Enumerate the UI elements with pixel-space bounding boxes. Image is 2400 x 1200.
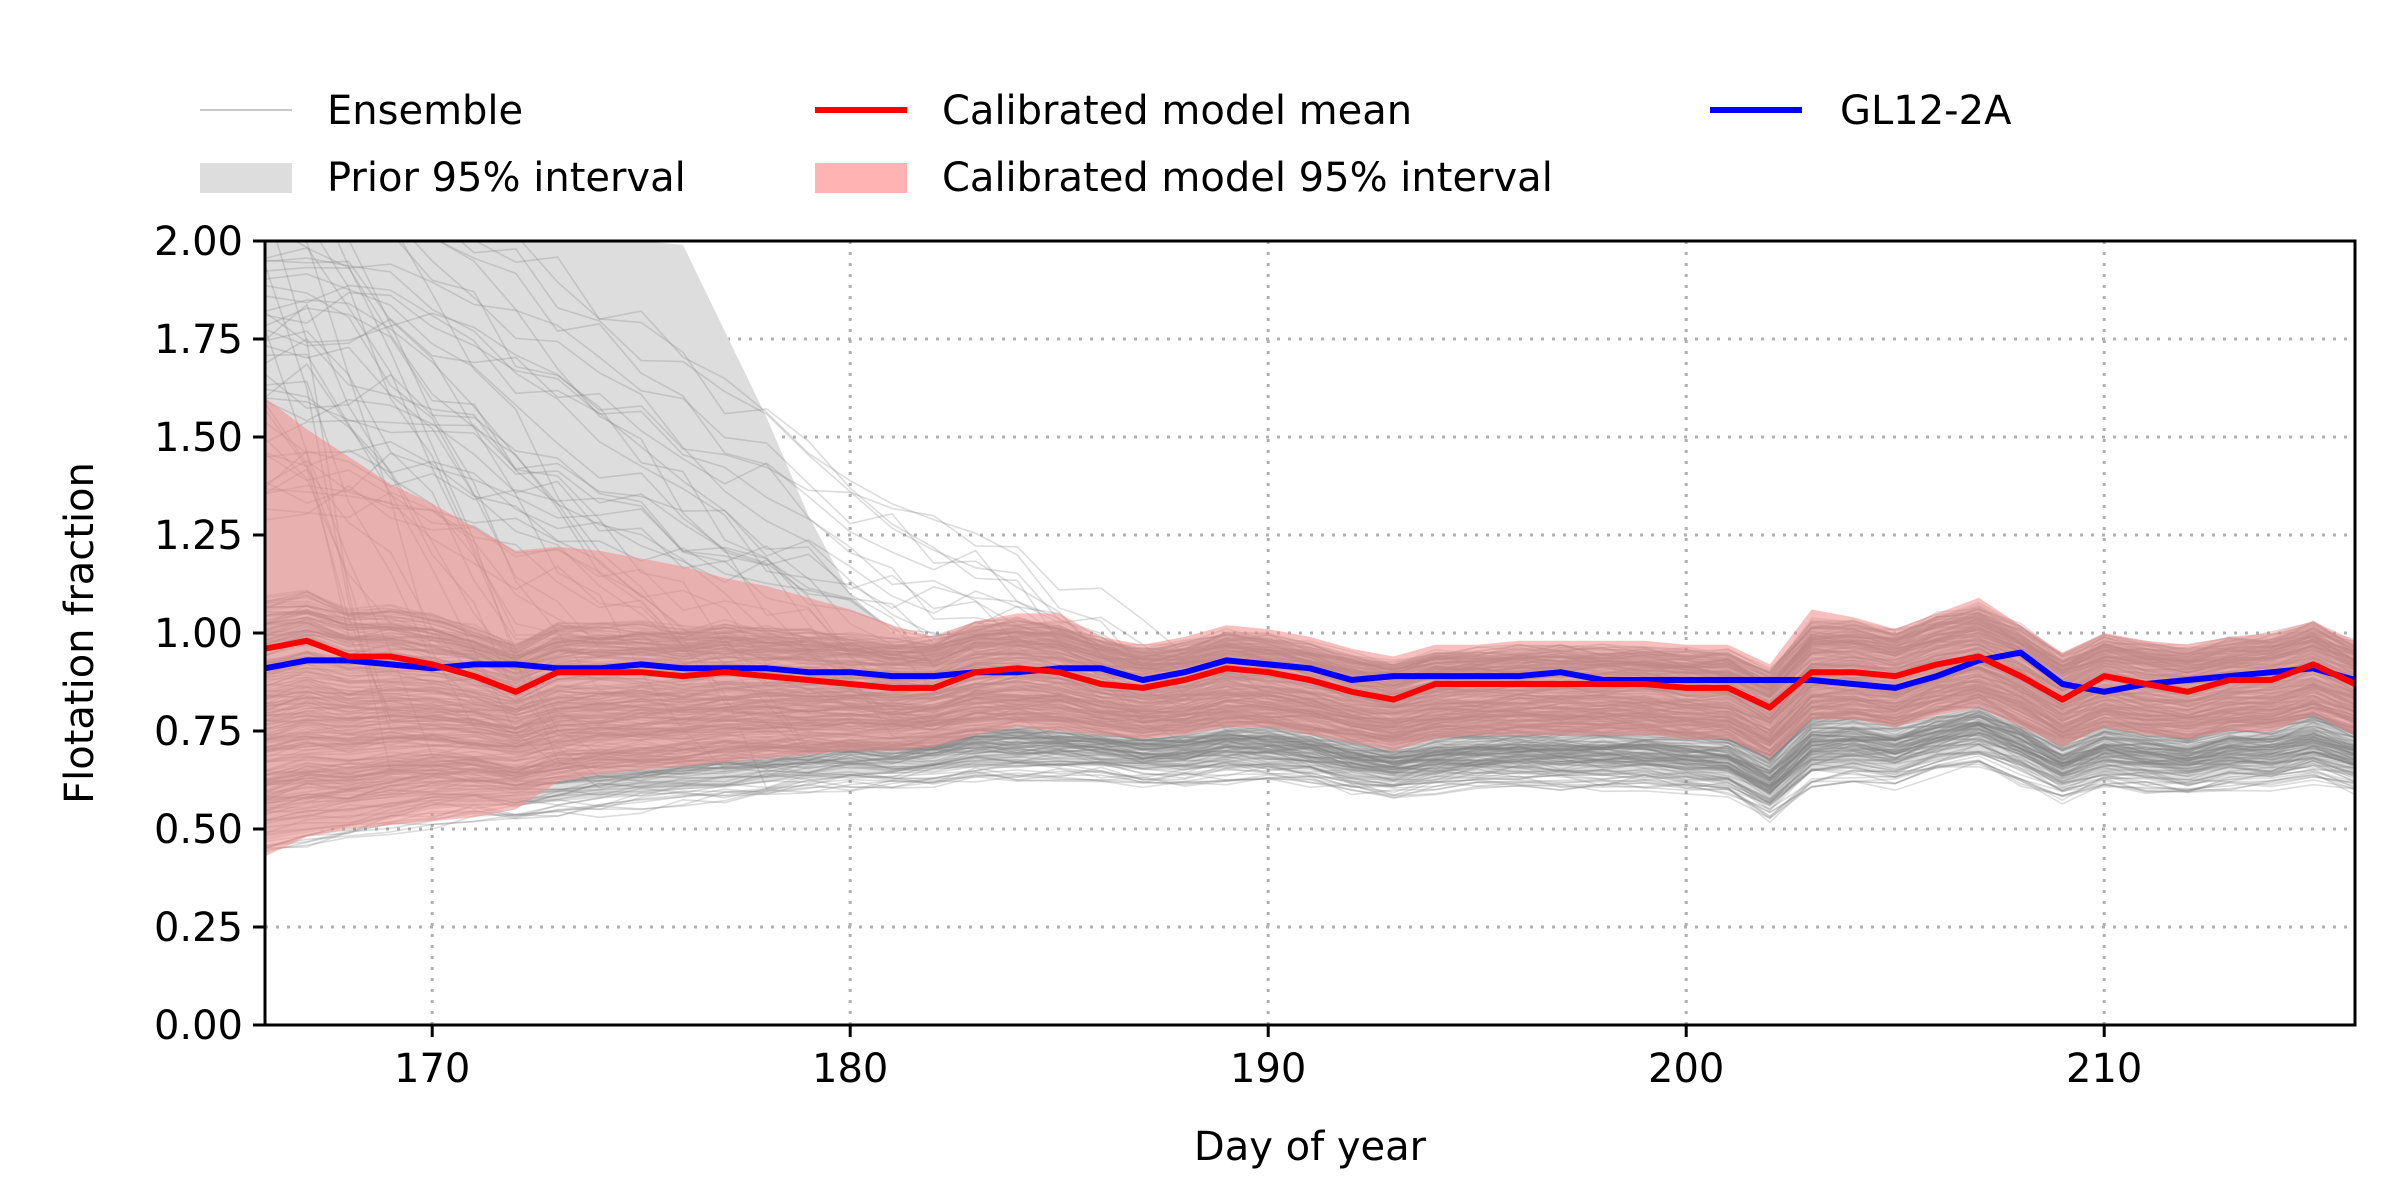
- ensemble-member-line: [265, 729, 2355, 800]
- plot-area: [265, 241, 2355, 857]
- y-tick-label: 0.25: [154, 905, 243, 951]
- ensemble-member-line: [265, 734, 2355, 807]
- ensemble-member-line: [265, 759, 2355, 849]
- y-tick-label: 0.00: [154, 1003, 243, 1049]
- ensemble-member-line: [265, 737, 2355, 813]
- calibrated-mean-layer: [265, 637, 2355, 711]
- ensemble-member-line: [265, 760, 2355, 850]
- ensemble-member-line: [265, 752, 2355, 849]
- x-tick-label: 170: [394, 1046, 470, 1092]
- y-axis-label: Flotation fraction: [57, 462, 103, 804]
- gl12-2a-line: [265, 649, 2355, 695]
- x-tick-label: 200: [1648, 1046, 1724, 1092]
- ensemble-member-line: [265, 760, 2355, 851]
- ensemble-member-line: [265, 750, 2355, 822]
- ensemble-member-line: [265, 740, 2355, 811]
- legend: Ensemble Prior 95% interval Calibrated m…: [200, 88, 2012, 201]
- ensemble-member-line: [265, 732, 2355, 804]
- y-tick-label: 2.00: [154, 219, 243, 265]
- y-tick-label: 1.25: [154, 513, 243, 559]
- ensemble-member-line: [437, 241, 2355, 792]
- ensemble-member-line: [265, 736, 2355, 822]
- y-tick-label: 0.75: [154, 709, 243, 755]
- calibrated-mean-line: [265, 637, 2355, 711]
- ensemble-member-line: [265, 742, 2355, 814]
- legend-prior-swatch: [200, 163, 292, 193]
- y-tick-label: 1.00: [154, 611, 243, 657]
- ensemble-member-line: [265, 257, 2355, 794]
- x-tick-label: 190: [1230, 1046, 1306, 1092]
- legend-obs-label: GL12-2A: [1840, 88, 2012, 134]
- legend-cal-mean-label: Calibrated model mean: [942, 88, 1412, 134]
- ensemble-member-line: [265, 751, 2355, 836]
- x-tick-label: 210: [2066, 1046, 2142, 1092]
- ensemble-member-line: [265, 760, 2355, 849]
- ensemble-member-line: [265, 750, 2355, 821]
- ensemble-member-line: [265, 740, 2355, 822]
- ticks: 170 180 190 200 210 0.00 0.25 0.50 0.75 1.00 1.25 1…: [154, 219, 2142, 1092]
- ensemble-member-line: [265, 743, 2355, 814]
- calibrated-band-layer: [265, 397, 2355, 857]
- legend-ensemble-label: Ensemble: [327, 88, 523, 134]
- ensemble-member-line: [265, 731, 2355, 816]
- ensemble-member-line: [459, 241, 2355, 792]
- ensemble-member-line: [265, 763, 2355, 853]
- ensemble-member-line: [265, 755, 2355, 843]
- ensemble-member-line: [265, 736, 2355, 802]
- legend-prior-label: Prior 95% interval: [327, 155, 686, 201]
- observation-layer: [265, 649, 2355, 695]
- ensemble-member-line: [265, 743, 2355, 835]
- ensemble-member-line: [265, 751, 2355, 829]
- ensemble-member-line: [265, 738, 2355, 809]
- ensemble-member-line: [265, 744, 2355, 825]
- calibrated-95-band: [265, 397, 2355, 857]
- ensemble-member-line: [265, 291, 2355, 796]
- ensemble-member-line: [265, 743, 2355, 812]
- ensemble-member-line: [336, 241, 2355, 811]
- y-tick-label: 1.50: [154, 415, 243, 461]
- x-axis-label: Day of year: [1194, 1124, 1427, 1170]
- ensemble-member-line: [265, 730, 2355, 805]
- y-tick-label: 1.75: [154, 317, 243, 363]
- x-tick-label: 180: [812, 1046, 888, 1092]
- ensemble-member-line: [265, 737, 2355, 804]
- ensemble-member-line: [265, 468, 2355, 788]
- y-tick-label: 0.50: [154, 807, 243, 853]
- ensemble-member-line: [265, 765, 2355, 847]
- legend-cal-interval-swatch: [815, 163, 907, 193]
- ensemble-member-line: [265, 750, 2355, 833]
- legend-cal-interval-label: Calibrated model 95% interval: [942, 155, 1553, 201]
- ensemble-member-line: [265, 759, 2355, 847]
- ensemble-member-line: [265, 732, 2355, 806]
